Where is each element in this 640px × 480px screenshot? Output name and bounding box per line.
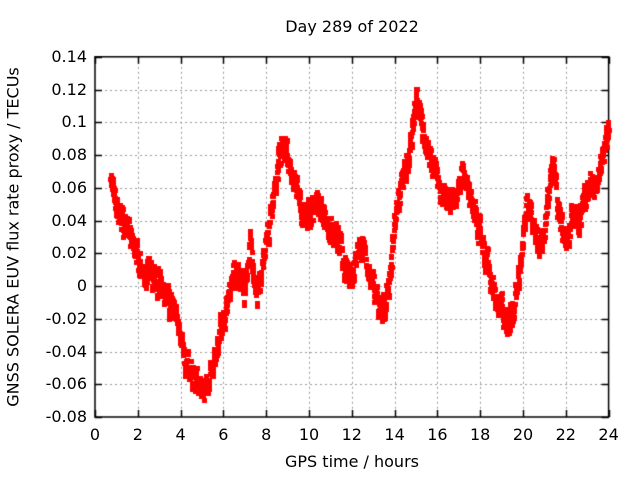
- x-tick-label: 6: [218, 425, 229, 444]
- x-tick-label: 16: [427, 425, 448, 444]
- x-tick-label: 4: [175, 425, 186, 444]
- y-tick-label: 0.02: [51, 243, 87, 263]
- y-tick-label: 0.08: [51, 145, 87, 165]
- y-axis-label: GNSS SOLERA EUV flux rate proxy / TECUs: [3, 67, 23, 407]
- x-tick-label: 2: [132, 425, 143, 444]
- y-tick-label: -0.06: [45, 374, 87, 394]
- y-tick-label: 0.14: [51, 46, 87, 66]
- x-tick-label: 20: [512, 425, 534, 444]
- x-tick-label: 0: [89, 425, 101, 444]
- y-tick-label: 0.04: [51, 210, 87, 230]
- x-tick-label: 18: [470, 425, 491, 444]
- chart-title: Day 289 of 2022: [285, 17, 419, 36]
- x-tick-label: 22: [555, 425, 576, 444]
- x-tick-label: 8: [261, 425, 272, 444]
- x-axis-label: GPS time / hours: [285, 452, 419, 471]
- y-tick-label: 0.06: [51, 177, 87, 197]
- y-tick-label: 0.12: [51, 79, 87, 99]
- y-tick-label: 0: [76, 276, 87, 296]
- x-tick-label: 14: [384, 425, 405, 444]
- x-tick-label: 24: [598, 425, 619, 444]
- y-tick-label: -0.04: [45, 341, 87, 361]
- y-tick-label: -0.02: [45, 308, 87, 328]
- y-tick-label: 0.1: [61, 112, 87, 132]
- x-tick-label: 12: [341, 425, 362, 444]
- y-tick-label: -0.08: [45, 407, 87, 426]
- x-tick-label: 10: [298, 425, 320, 444]
